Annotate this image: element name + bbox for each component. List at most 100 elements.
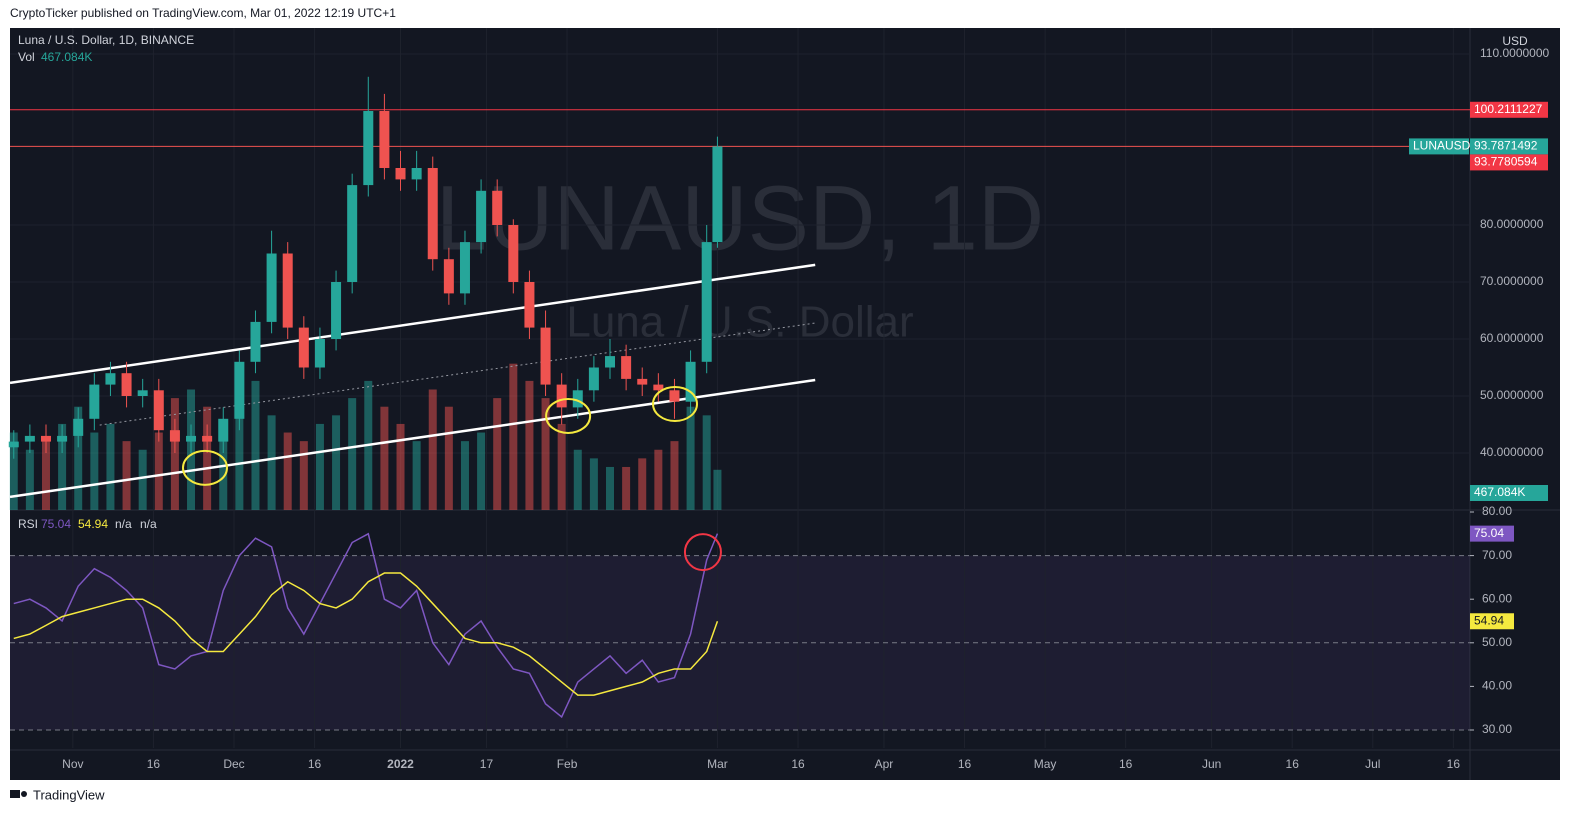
- symbol-label-box: [1409, 138, 1469, 155]
- candle-body: [218, 418, 229, 442]
- candle-body: [701, 242, 712, 362]
- trendline: [9, 263, 816, 385]
- volume-bar: [702, 415, 711, 510]
- volume-bar: [412, 441, 421, 510]
- x-tick-label: 2022: [387, 757, 414, 771]
- volume-bar: [299, 441, 308, 510]
- rsi-legend-extra: n/a: [140, 517, 157, 531]
- brand: TradingView: [33, 787, 105, 802]
- volume-bar: [606, 466, 615, 510]
- x-tick-label: 16: [1286, 757, 1300, 771]
- rsi-tick-label: 30.00: [1482, 722, 1512, 736]
- candle-body: [24, 435, 35, 442]
- plot-layer: Nov 16 Dec 16 2022 17 Feb Mar 16 Apr 16 May 16 Jun 16 J…: [8, 28, 1550, 771]
- candle-body: [137, 390, 148, 396]
- volume-bar: [460, 441, 469, 510]
- volume-bar: [58, 423, 67, 510]
- y-tick-label: 70.0000000: [1480, 274, 1544, 288]
- last-price-label: 93.7871492: [1474, 139, 1538, 153]
- y-tick-label: 40.0000000: [1480, 445, 1544, 459]
- candle-body: [395, 167, 406, 180]
- last-price-label-box: [1470, 138, 1548, 155]
- volume-bar: [444, 406, 453, 510]
- volume-bar: [589, 458, 598, 510]
- candle-body: [331, 281, 342, 339]
- candle-body: [588, 367, 599, 391]
- rsi-legend: RSI: [18, 517, 38, 531]
- volume-bar: [493, 398, 502, 510]
- volume-bar: [654, 449, 663, 510]
- volume-bar: [525, 380, 534, 510]
- price-label: 93.7780594: [1474, 155, 1538, 169]
- y-tick-label: 110.0000000: [1480, 46, 1550, 60]
- candle-body: [202, 435, 213, 442]
- candle-body: [379, 110, 390, 168]
- x-tick-label: 16: [791, 757, 805, 771]
- candle-body: [411, 167, 422, 180]
- candle-body: [186, 435, 197, 442]
- volume-bar: [122, 441, 131, 510]
- x-tick-label: Mar: [707, 757, 728, 771]
- highlight-circle: [652, 385, 699, 422]
- candle-body: [653, 384, 664, 391]
- candle-body: [363, 110, 374, 186]
- volume-bar: [9, 432, 18, 510]
- volume-bar: [396, 423, 405, 510]
- x-tick-label: Nov: [62, 757, 83, 771]
- volume-bar: [251, 380, 260, 510]
- candle-body: [314, 338, 325, 368]
- candle-body: [508, 224, 519, 282]
- x-tick-label: 16: [1119, 757, 1133, 771]
- rsi-ma-value-label: 54.94: [1474, 613, 1504, 627]
- x-tick-label: 16: [958, 757, 972, 771]
- watermark: LUNAUSD, 1D: [436, 167, 1044, 269]
- candle-body: [492, 190, 503, 225]
- y-tick-label: 60.0000000: [1480, 331, 1544, 345]
- volume-bar: [74, 406, 83, 510]
- candle-body: [153, 390, 164, 431]
- volume-bar: [90, 432, 99, 510]
- trendline: [9, 378, 816, 499]
- candle-body: [266, 253, 277, 322]
- rsi-ma-line: [13, 572, 719, 696]
- publisher: CryptoTicker published on TradingView.co…: [10, 6, 396, 20]
- candle-body: [621, 356, 632, 379]
- candle-body: [685, 361, 696, 402]
- candle-body: [712, 146, 723, 243]
- x-tick-label: Dec: [223, 757, 244, 771]
- volume-bar: [25, 449, 34, 510]
- volume-bar: [380, 406, 389, 510]
- candle-body: [298, 327, 309, 368]
- volume-label: 467.084K: [1474, 485, 1525, 499]
- x-tick-label: 17: [480, 757, 494, 771]
- x-tick-label: Jul: [1365, 757, 1380, 771]
- candle-body: [73, 418, 84, 436]
- price-label-box: [1470, 154, 1548, 171]
- rsi-value-label: 75.04: [1474, 526, 1504, 540]
- volume-bar: [267, 415, 276, 510]
- volume-bar: [235, 398, 244, 510]
- brand-logo: [10, 790, 27, 798]
- candle-body: [250, 321, 261, 362]
- price-label: 100.2111227: [1474, 102, 1543, 116]
- volume-legend: Vol: [18, 50, 35, 64]
- y-tick-label: 80.0000000: [1480, 217, 1544, 231]
- candle-body: [443, 259, 454, 294]
- candle-body: [234, 361, 245, 419]
- volume-bar: [41, 441, 50, 510]
- candle-body: [637, 378, 648, 385]
- currency: USD: [1502, 34, 1528, 48]
- volume-bar: [170, 398, 179, 510]
- highlight-circle: [181, 449, 228, 486]
- rsi-legend-value: 75.04: [41, 517, 71, 531]
- candle-body: [605, 356, 616, 368]
- x-tick-label: 16: [1447, 757, 1461, 771]
- x-tick-label: Jun: [1202, 757, 1221, 771]
- candle-body: [40, 435, 51, 442]
- rsi-tick-label: 60.00: [1482, 591, 1512, 605]
- candle-body: [427, 167, 438, 260]
- candle-body: [105, 373, 116, 385]
- volume-bar: [622, 466, 631, 510]
- rsi-tick-label: 40.00: [1482, 679, 1512, 693]
- rsi-value-label-box: [1470, 525, 1514, 542]
